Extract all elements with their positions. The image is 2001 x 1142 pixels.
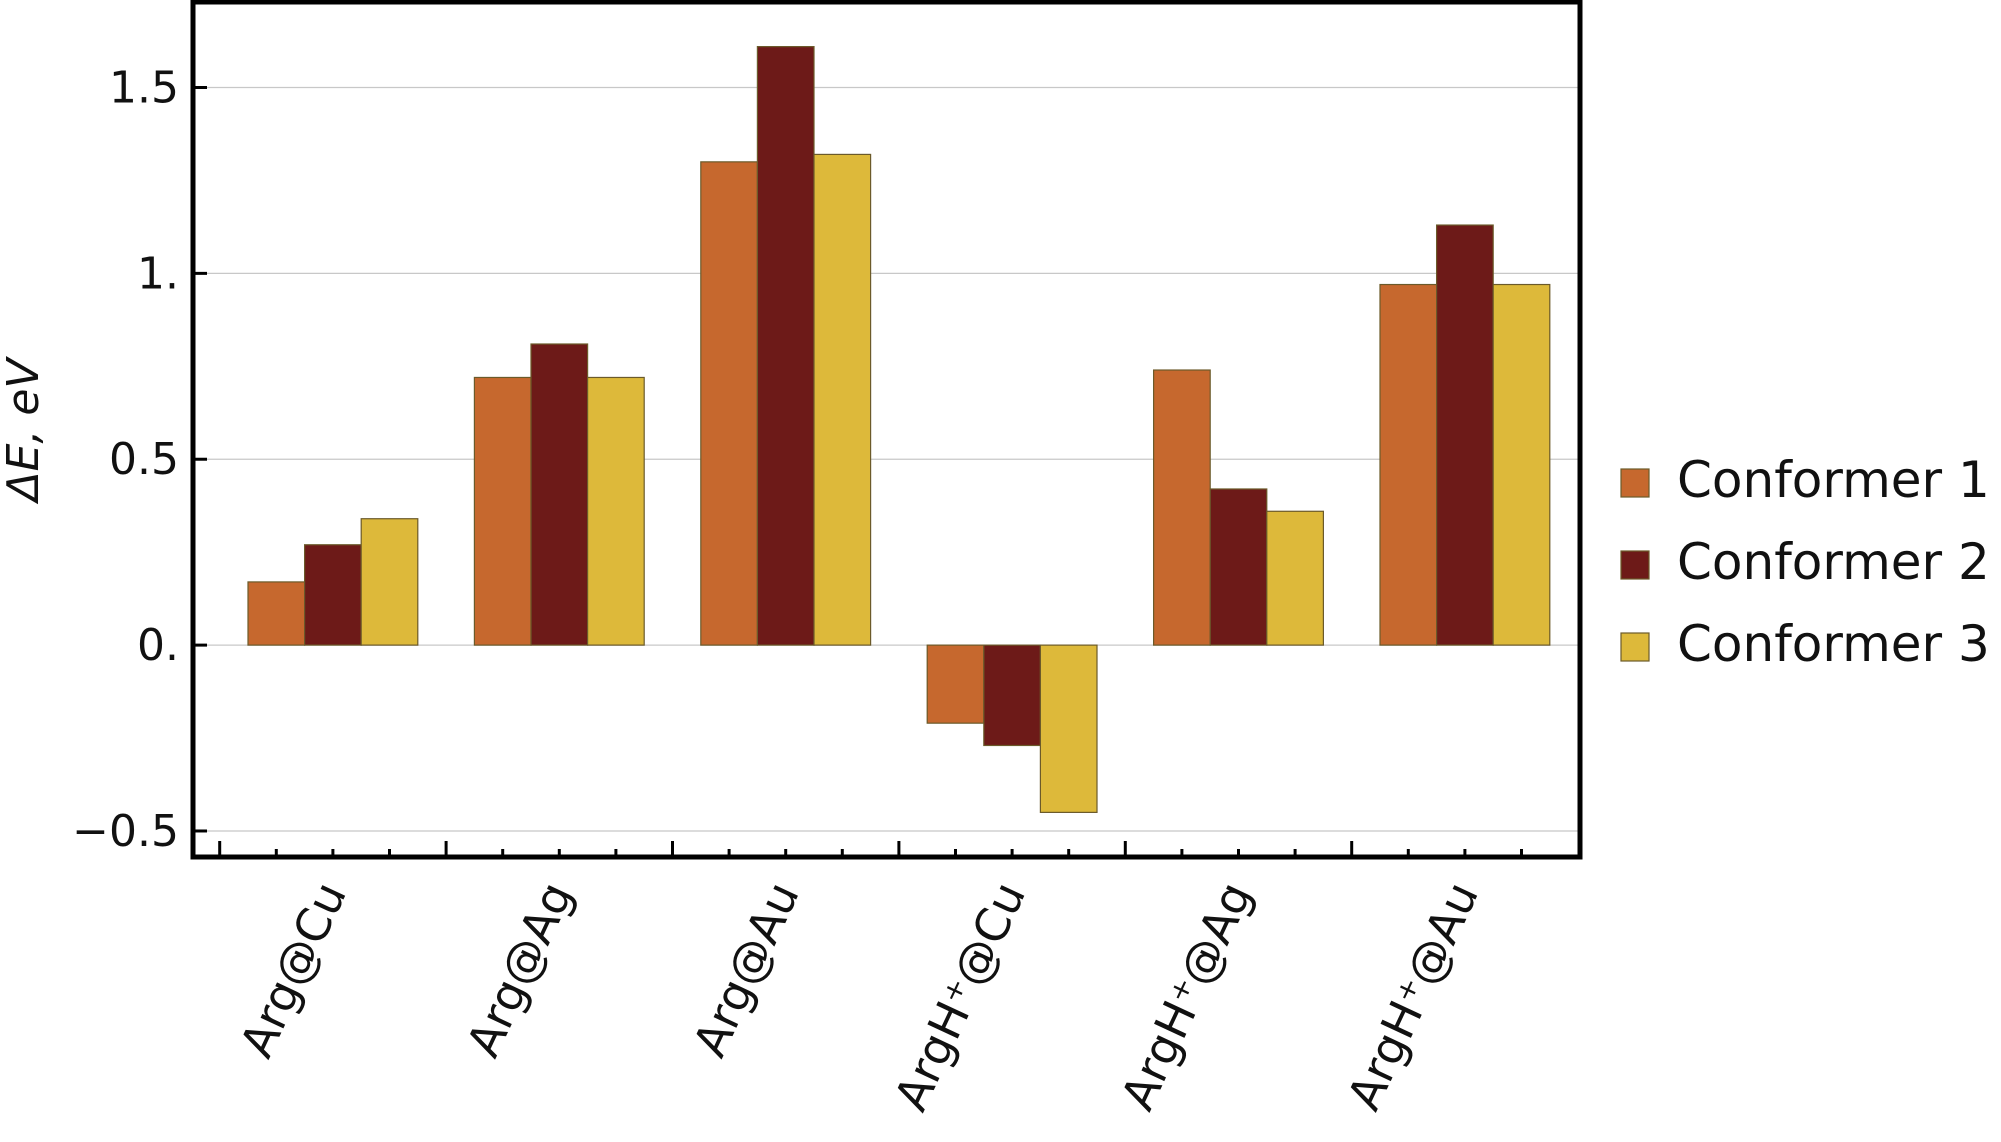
bar-6-3 [1492,283,1551,646]
bar-1-3 [360,518,419,646]
bar-4-2 [983,644,1041,747]
bar-6-1 [1379,283,1438,646]
legend-label-3: Conformer 3 [1677,615,1990,673]
bar-4-1 [926,644,985,724]
legend-swatch-1 [1620,468,1650,498]
y-tick-label: 1.5 [109,63,179,114]
x-category-label: ArgH⁺@Cu [884,874,1036,1119]
x-category-label: Arg@Ag [456,874,583,1065]
legend-swatch-2 [1620,550,1650,580]
y-tick-labels: −0.5 0. 0.5 1. 1.5 [72,63,179,857]
y-axis-label: ΔE, eV [0,356,49,505]
x-category-label: Arg@Cu [229,874,357,1065]
bar-5-1 [1152,369,1211,646]
bar-1-2 [304,544,362,646]
bar-2-1 [473,376,532,646]
legend-label-1: Conformer 1 [1677,451,1990,509]
legend: Conformer 1 Conformer 2 Conformer 3 [1620,451,1990,673]
legend-label-2: Conformer 2 [1677,533,1990,591]
x-category-label: ArgH⁺@Ag [1110,874,1262,1118]
bar-3-3 [813,153,872,646]
bar-4-3 [1039,644,1098,813]
category-labels: Arg@Cu Arg@Ag Arg@Au ArgH⁺@Cu ArgH⁺@Ag ArgH⁺@… [229,874,1489,1119]
bar-1-1 [247,581,306,646]
bar-2-2 [530,343,589,646]
plot-frame [190,0,1583,860]
bar-3-2 [756,46,815,646]
bar-6-2 [1435,224,1494,646]
legend-swatch-3 [1620,632,1650,662]
x-category-label: ArgH⁺@Au [1337,874,1489,1118]
y-tick-label: 0.5 [109,434,179,485]
axis-ticks [193,86,1523,857]
bar-5-3 [1266,510,1325,646]
bar-5-2 [1209,488,1268,646]
bars [247,46,1551,813]
bar-3-1 [700,161,758,646]
y-tick-label: 0. [137,620,179,671]
bar-2-3 [586,376,645,646]
y-tick-label: −0.5 [72,806,179,857]
x-category-label: Arg@Au [682,874,809,1065]
grid-lines [193,86,1580,832]
y-tick-label: 1. [137,248,179,299]
